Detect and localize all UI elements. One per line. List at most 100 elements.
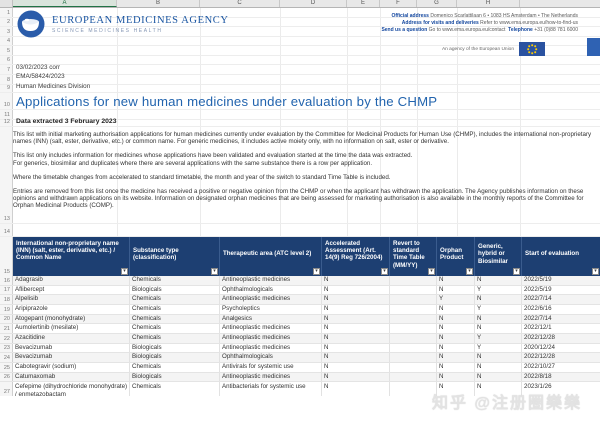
select-all-corner[interactable] [0, 0, 13, 7]
table-cell[interactable]: N [437, 285, 475, 295]
table-cell[interactable] [390, 314, 437, 324]
table-cell[interactable]: N [322, 304, 390, 314]
table-cell[interactable]: Antivirals for systemic use [220, 363, 322, 372]
table-cell[interactable]: Alpelisib [13, 295, 130, 304]
table-cell[interactable]: 2022/5/19 [524, 285, 552, 293]
table-cell[interactable]: Biologicals [130, 353, 220, 363]
filter-icon[interactable]: ▾ [381, 267, 388, 275]
table-cell[interactable]: Chemicals [130, 382, 220, 397]
column-header-a[interactable]: A [13, 0, 117, 7]
filter-icon[interactable]: ▾ [513, 267, 520, 275]
table-cell[interactable]: N [322, 363, 390, 372]
column-header-e[interactable]: E [347, 0, 380, 7]
table-cell[interactable]: Psycholeptics [220, 304, 322, 314]
col-header-therapeutic-area[interactable]: Therapeutic area (ATC level 2) ▾ [220, 236, 322, 276]
table-cell[interactable] [390, 295, 437, 304]
table-cell[interactable]: Ophthalmologicals [220, 285, 322, 295]
table-cell[interactable]: N [322, 285, 390, 295]
table-cell[interactable]: Aflibercept [13, 285, 130, 295]
table-cell[interactable]: Biologicals [130, 285, 220, 295]
table-cell[interactable]: N [437, 334, 475, 343]
table-cell[interactable]: Antineoplastic medicines [220, 275, 322, 285]
table-cell[interactable]: 2022/12/28 [524, 334, 555, 342]
table-cell[interactable] [390, 334, 437, 343]
table-cell[interactable]: 2022/5/19 [524, 275, 552, 283]
table-cell[interactable]: N [322, 353, 390, 363]
table-cell[interactable]: Chemicals [130, 314, 220, 324]
table-cell[interactable]: 2022/6/16 [524, 304, 552, 312]
table-cell[interactable]: N [437, 343, 475, 353]
table-cell[interactable]: Chemicals [130, 295, 220, 304]
table-cell[interactable]: Antineoplastic medicines [220, 324, 322, 334]
table-cell[interactable]: 2022/12/1 [524, 324, 552, 332]
table-cell[interactable]: Antineoplastic medicines [220, 343, 322, 353]
table-cell[interactable]: N [437, 372, 475, 382]
table-cell[interactable]: Atogepant (monohydrate) [13, 314, 130, 324]
table-cell[interactable]: N [322, 372, 390, 382]
table-cell[interactable]: Y [475, 343, 522, 353]
table-cell[interactable]: N [437, 353, 475, 363]
table-cell[interactable]: Cabotegravir (sodium) [13, 363, 130, 372]
table-cell[interactable]: 2022/10/27 [524, 363, 555, 371]
table-cell[interactable]: Y [437, 295, 475, 304]
table-cell[interactable]: Cefepime (dihydrochloride monohydrate) /… [13, 382, 130, 397]
table-cell[interactable] [390, 304, 437, 314]
table-cell[interactable]: Y [475, 285, 522, 295]
table-cell[interactable]: N [475, 363, 522, 372]
table-cell[interactable]: Bevacizumab [13, 353, 130, 363]
table-cell[interactable]: Aripiprazole [13, 304, 130, 314]
column-header-b[interactable]: B [117, 0, 200, 7]
table-cell[interactable]: Antineoplastic medicines [220, 372, 322, 382]
col-header-generic-hybrid-biosimilar[interactable]: Generic, hybrid or Biosimilar ▾ [475, 236, 522, 276]
table-cell[interactable]: N [475, 372, 522, 382]
table-cell[interactable]: N [322, 343, 390, 353]
empty-cell-row-9[interactable] [13, 85, 600, 92]
table-cell[interactable]: Chemicals [130, 363, 220, 372]
table-cell[interactable]: Catumaxomab [13, 372, 130, 382]
table-cell[interactable]: Bevacizumab [13, 343, 130, 353]
table-cell[interactable]: N [322, 295, 390, 304]
table-cell[interactable]: 2023/1/26 [524, 383, 552, 391]
empty-cell-row-14[interactable] [13, 224, 600, 236]
table-cell[interactable]: N [437, 363, 475, 372]
filter-icon[interactable]: ▾ [466, 267, 473, 275]
table-cell[interactable] [390, 382, 437, 397]
col-header-accelerated-assessment[interactable]: Accelerated Assessment (Art. 14(9) Reg 7… [322, 236, 390, 276]
column-header-c[interactable]: C [200, 0, 280, 7]
table-cell[interactable]: N [322, 314, 390, 324]
table-cell[interactable]: N [475, 275, 522, 285]
table-cell[interactable]: Ophthalmologicals [220, 353, 322, 363]
filter-icon[interactable]: ▾ [592, 267, 599, 275]
table-cell[interactable]: Azacitidine [13, 334, 130, 343]
empty-cell-row-12[interactable] [13, 120, 600, 126]
table-cell[interactable]: Chemicals [130, 324, 220, 334]
filter-icon[interactable]: ▾ [211, 267, 218, 275]
column-header-f[interactable]: F [380, 0, 417, 7]
table-cell[interactable] [390, 353, 437, 363]
table-cell[interactable]: 2020/12/24 [524, 343, 555, 351]
table-cell[interactable]: N [475, 295, 522, 304]
table-cell[interactable]: N [437, 304, 475, 314]
table-cell[interactable]: N [437, 324, 475, 334]
table-cell[interactable]: Chemicals [130, 275, 220, 285]
col-header-orphan-product[interactable]: Orphan Product ▾ [437, 236, 475, 276]
filter-icon[interactable]: ▾ [121, 267, 128, 275]
table-cell[interactable]: Chemicals [130, 304, 220, 314]
table-cell[interactable]: Y [475, 334, 522, 343]
table-cell[interactable]: Adagrasib [13, 275, 130, 285]
table-cell[interactable]: 2022/12/28 [524, 353, 555, 361]
table-cell[interactable]: 2022/7/14 [524, 314, 552, 322]
table-cell[interactable]: N [437, 382, 475, 397]
table-cell[interactable] [390, 285, 437, 295]
table-cell[interactable] [390, 324, 437, 334]
table-cell[interactable]: N [322, 334, 390, 343]
table-cell[interactable]: N [437, 314, 475, 324]
column-header-d[interactable]: D [280, 0, 347, 7]
filter-icon[interactable]: ▾ [313, 267, 320, 275]
table-cell[interactable] [390, 372, 437, 382]
table-cell[interactable]: 2022/7/14 [524, 295, 552, 303]
table-cell[interactable]: Aumolertinib (mesilate) [13, 324, 130, 334]
table-cell[interactable]: N [475, 382, 522, 397]
table-cell[interactable]: Biologicals [130, 343, 220, 353]
table-cell[interactable]: Biologicals [130, 372, 220, 382]
